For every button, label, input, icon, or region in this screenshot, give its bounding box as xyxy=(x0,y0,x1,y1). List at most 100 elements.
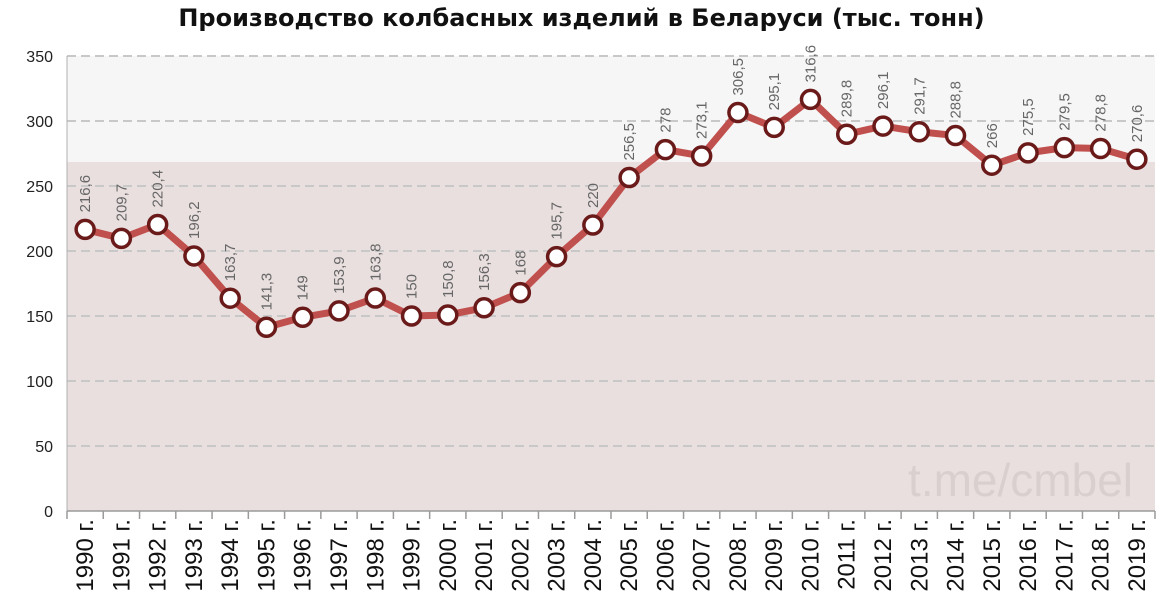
y-axis: 0 50 100 150 200 250 300 350 xyxy=(26,49,68,521)
data-point xyxy=(1089,137,1112,160)
x-tick-label: 2018 г. xyxy=(1088,519,1115,592)
x-tick-label: 1991 г. xyxy=(108,519,135,592)
data-label: 270,6 xyxy=(1129,105,1146,143)
data-point xyxy=(110,227,133,250)
data-label: 295,1 xyxy=(766,73,783,111)
data-point xyxy=(473,297,495,319)
data-label: 279,5 xyxy=(1056,93,1073,131)
x-tick-label: 2011 г. xyxy=(834,519,861,590)
chart-title: Производство колбасных изделий в Беларус… xyxy=(178,4,985,32)
data-point xyxy=(400,305,423,327)
data-label: 288,8 xyxy=(948,81,965,119)
x-tick-label: 2019 г. xyxy=(1124,519,1151,592)
data-label: 306,5 xyxy=(730,58,747,96)
y-tick-label: 300 xyxy=(26,114,53,131)
x-tick-label: 1993 г. xyxy=(181,519,208,592)
x-tick-label: 1996 г. xyxy=(290,519,317,592)
x-tick-label: 2016 г. xyxy=(1015,519,1042,592)
data-point xyxy=(146,213,169,236)
x-tick-label: 2003 г. xyxy=(544,519,571,592)
x-tick-label: 2012 г. xyxy=(870,519,897,592)
data-label: 196,2 xyxy=(186,201,203,239)
data-label: 168 xyxy=(512,251,529,276)
x-tick-label: 2015 г. xyxy=(979,519,1006,592)
data-points xyxy=(74,88,1148,339)
data-label: 163,7 xyxy=(222,244,239,282)
data-point xyxy=(255,316,278,339)
x-tick-label: 2013 г. xyxy=(906,519,933,592)
y-tick-label: 200 xyxy=(26,244,53,261)
data-point xyxy=(908,121,931,143)
data-point xyxy=(654,138,677,161)
y-tick-label: 100 xyxy=(26,374,53,391)
data-point xyxy=(727,101,749,124)
data-point xyxy=(364,287,387,309)
data-point xyxy=(1017,142,1039,164)
data-label: 149 xyxy=(295,275,312,300)
data-label: 163,8 xyxy=(367,244,384,282)
x-tick-label: 2005 г. xyxy=(616,519,643,592)
data-point xyxy=(437,304,459,326)
data-label: 278 xyxy=(657,108,674,133)
x-tick-label: 2006 г. xyxy=(652,519,679,592)
x-tick-label: 2008 г. xyxy=(725,519,752,592)
data-point xyxy=(944,124,967,147)
data-label: 195,7 xyxy=(549,202,566,240)
data-point xyxy=(690,145,713,167)
y-tick-label: 0 xyxy=(44,504,53,521)
x-tick-label: 2004 г. xyxy=(580,519,607,592)
data-label: 278,8 xyxy=(1093,94,1110,132)
x-tick-label: 2014 г. xyxy=(943,519,970,592)
data-label: 296,1 xyxy=(875,72,892,110)
x-tick-label: 2010 г. xyxy=(797,519,824,592)
data-label: 291,7 xyxy=(911,77,928,115)
x-tick-label: 2009 г. xyxy=(761,519,788,592)
data-label: 153,9 xyxy=(331,256,348,294)
data-point xyxy=(1126,148,1148,170)
watermark: t.me/cmbel xyxy=(908,454,1133,506)
x-tick-label: 2001 г. xyxy=(471,519,498,592)
data-point xyxy=(618,166,640,189)
data-point xyxy=(219,287,241,309)
x-tick-label: 1994 г. xyxy=(217,519,244,592)
data-label: 141,3 xyxy=(258,273,275,311)
x-tick-label: 1998 г. xyxy=(362,519,389,592)
data-point xyxy=(183,245,205,267)
data-label: 275,5 xyxy=(1020,98,1037,136)
data-point xyxy=(835,123,858,146)
data-point xyxy=(981,154,1003,176)
data-label: 316,6 xyxy=(802,45,819,83)
data-label: 266 xyxy=(984,123,1001,148)
x-tick-label: 1990 г. xyxy=(72,519,99,592)
data-label: 156,3 xyxy=(476,253,493,291)
data-point xyxy=(328,300,350,322)
data-point xyxy=(545,245,568,268)
data-point xyxy=(763,116,785,139)
data-label: 216,6 xyxy=(77,175,94,213)
x-axis: 1990 г. 1991 г. 1992 г. 1993 г. 1994 г. 1995 … xyxy=(66,510,1156,592)
data-label: 256,5 xyxy=(621,123,638,161)
data-label: 220,4 xyxy=(150,170,167,208)
x-tick-label: 2002 г. xyxy=(507,519,534,592)
y-tick-label: 50 xyxy=(35,439,53,456)
data-labels: 216,6 209,7 220,4 196,2 163,7 141,3 149 153,9 16… xyxy=(77,45,1146,310)
y-tick-label: 350 xyxy=(26,49,53,66)
x-tick-label: 2000 г. xyxy=(435,519,462,592)
x-tick-label: 2007 г. xyxy=(689,519,716,592)
data-point xyxy=(872,115,894,137)
data-label: 209,7 xyxy=(113,184,130,222)
data-label: 273,1 xyxy=(694,101,711,139)
data-point xyxy=(799,88,822,111)
area-fill xyxy=(67,161,1155,511)
data-label: 289,8 xyxy=(839,80,856,118)
y-tick-label: 250 xyxy=(26,179,53,196)
data-point xyxy=(1053,136,1076,159)
data-point xyxy=(509,281,532,304)
data-label: 150,8 xyxy=(440,260,457,298)
x-tick-label: 1995 г. xyxy=(253,519,280,592)
data-point xyxy=(291,306,314,329)
data-point xyxy=(74,218,96,241)
y-tick-label: 150 xyxy=(26,309,53,326)
x-tick-label: 1999 г. xyxy=(399,519,426,592)
